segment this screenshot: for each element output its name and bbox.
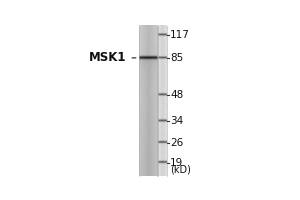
Text: 48: 48 <box>170 90 183 100</box>
Text: (kD): (kD) <box>170 165 191 175</box>
Text: 34: 34 <box>170 116 183 126</box>
Text: 19: 19 <box>170 158 183 168</box>
Text: MSK1: MSK1 <box>88 51 126 64</box>
Text: 85: 85 <box>170 53 183 63</box>
Text: 117: 117 <box>170 30 190 40</box>
Text: 26: 26 <box>170 138 183 148</box>
